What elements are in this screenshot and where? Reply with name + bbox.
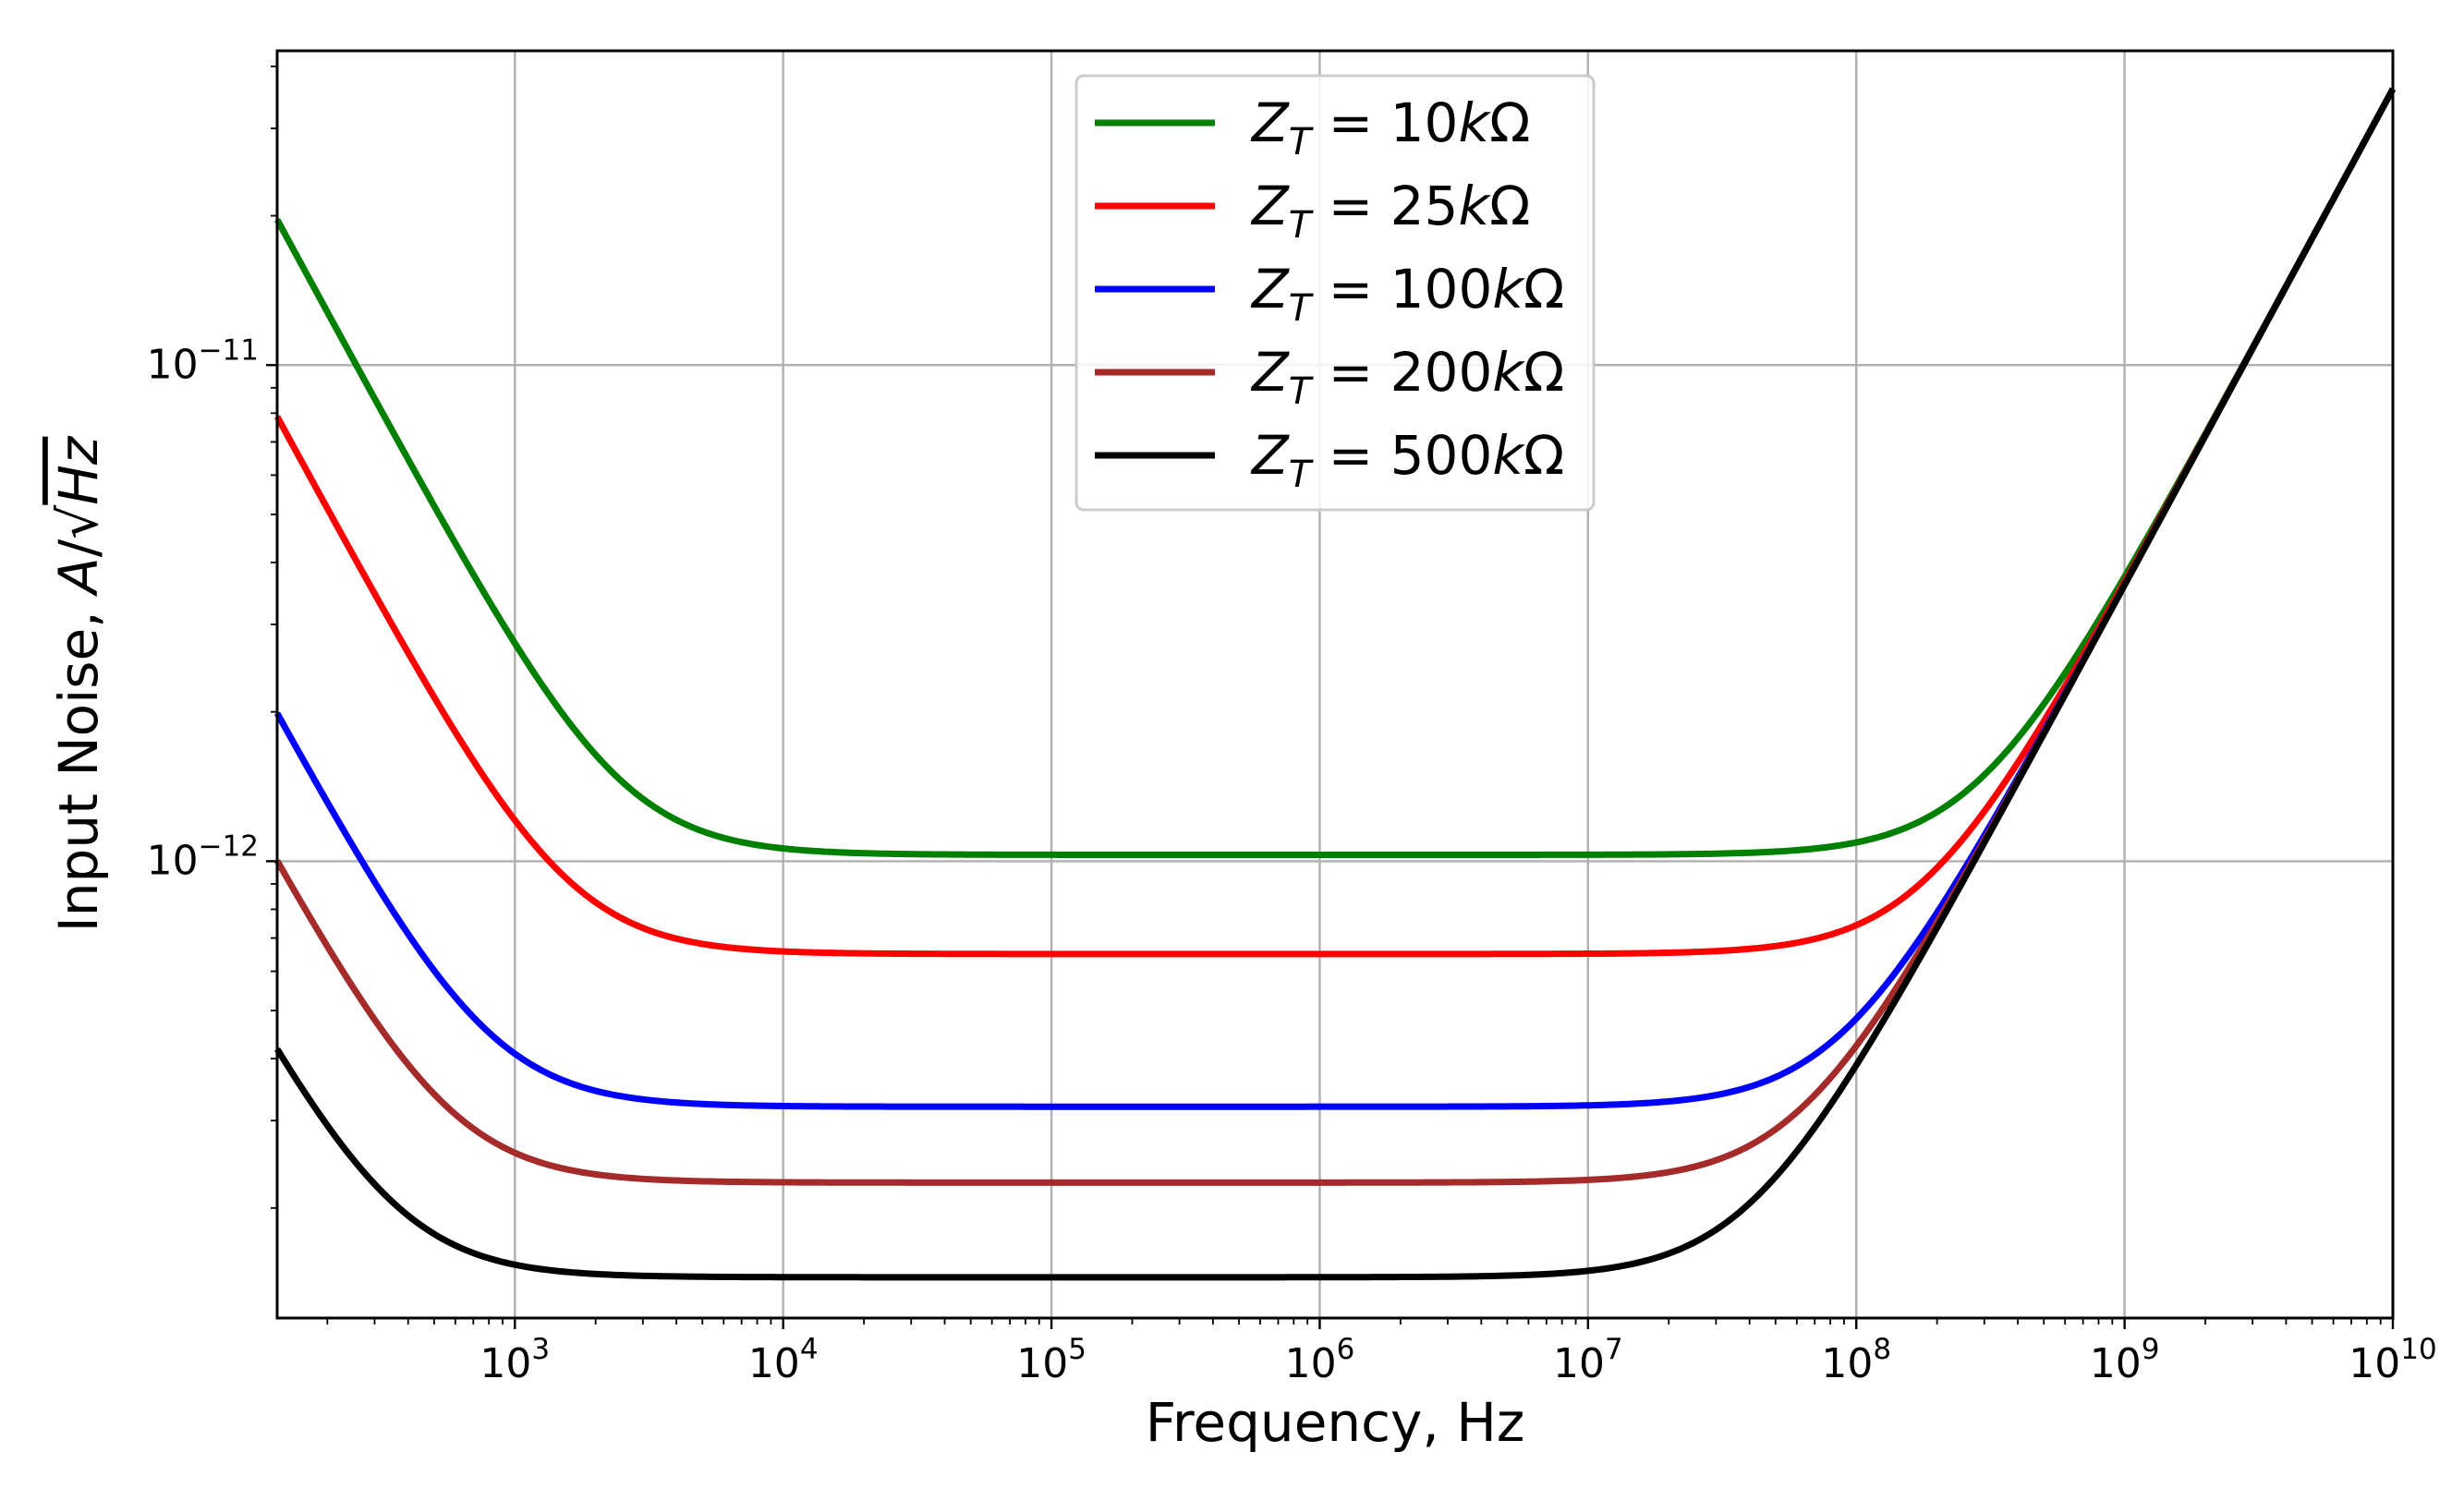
series-line (273, 87, 2397, 958)
x-tick-label: 105 (1016, 1333, 1086, 1387)
x-tick-label-base: 10 (748, 1340, 800, 1387)
x-tick-label-exponent: 5 (1068, 1333, 1086, 1366)
x-tick-label-exponent: 9 (2142, 1333, 2160, 1366)
legend-label-equals: = (1311, 424, 1390, 487)
y-tick-label-exponent: −12 (199, 829, 259, 863)
x-tick-label: 107 (1553, 1333, 1623, 1387)
legend-label-value: 100 (1390, 258, 1493, 321)
x-tick-label-base: 10 (2090, 1340, 2142, 1387)
x-tick-label-base: 10 (1285, 1340, 1337, 1387)
legend-label: ZT = 100kΩ (1250, 258, 1564, 330)
legend-label-value: 25 (1390, 175, 1459, 237)
legend-label-subscript: T (1289, 370, 1315, 413)
legend-label-equals: = (1311, 91, 1390, 154)
y-axis-unit-a: A (47, 557, 110, 598)
legend-label-prefix: k (1492, 424, 1525, 487)
legend-label-subscript: T (1289, 121, 1315, 163)
x-tick-label: 106 (1285, 1333, 1355, 1387)
y-axis-title: Input Noise, A/√Hz (47, 435, 110, 932)
x-tick-label: 103 (479, 1333, 550, 1387)
legend-label-value: 200 (1390, 341, 1493, 404)
legend-label-unit: Ω (1523, 341, 1564, 404)
legend-label-equals: = (1311, 258, 1390, 321)
legend-label: ZT = 10kΩ (1250, 91, 1530, 163)
x-tick-label-exponent: 8 (1873, 1333, 1891, 1366)
series-lines (273, 87, 2397, 1281)
y-axis-unit-slash: / (47, 538, 110, 557)
legend-label-prefix: k (1458, 91, 1491, 154)
legend-label-unit: Ω (1489, 175, 1530, 237)
x-tick-label-exponent: 6 (1337, 1333, 1355, 1366)
x-tick-label: 108 (1821, 1333, 1891, 1387)
x-tick-label-base: 10 (2349, 1340, 2400, 1387)
series-line (274, 87, 2397, 1281)
y-axis-title-text: Input Noise, (47, 594, 110, 932)
legend-label-prefix: k (1458, 175, 1491, 237)
legend-label: ZT = 200kΩ (1250, 341, 1564, 413)
x-tick-label-base: 10 (1553, 1340, 1605, 1387)
y-tick-label: 10−11 (147, 333, 259, 388)
x-tick-label-exponent: 10 (2400, 1333, 2436, 1366)
x-tick-label-base: 10 (1821, 1340, 1873, 1387)
x-tick-label: 109 (2090, 1333, 2160, 1387)
y-tick-label-base: 10 (147, 341, 199, 388)
legend-label-subscript: T (1289, 454, 1315, 496)
y-axis-unit-hz: Hz (47, 435, 110, 505)
y-tick-label-exponent: −11 (199, 333, 259, 367)
ticks (266, 65, 2395, 1329)
plot-frame (275, 49, 2395, 1320)
x-tick-label: 1010 (2349, 1333, 2436, 1387)
legend-label-equals: = (1311, 341, 1390, 404)
legend-label: ZT = 25kΩ (1250, 175, 1530, 247)
x-tick-label-base: 10 (479, 1340, 531, 1387)
legend-label-symbol: Z (1250, 258, 1290, 321)
legend-label-subscript: T (1289, 287, 1315, 330)
x-tick-label-exponent: 7 (1605, 1333, 1623, 1366)
legend-box (1074, 74, 1596, 512)
legend-label-subscript: T (1289, 204, 1315, 247)
legend-label-unit: Ω (1523, 424, 1564, 487)
y-axis-title-group: Input Noise, A/√Hz (47, 435, 110, 932)
legend-label-unit: Ω (1489, 91, 1530, 154)
x-tick-label-exponent: 3 (531, 1333, 550, 1366)
legend-label-symbol: Z (1250, 175, 1290, 237)
legend-label-equals: = (1311, 175, 1390, 237)
x-axis-title: Frequency, Hz (1146, 1391, 1525, 1454)
legend-label-symbol: Z (1250, 424, 1290, 487)
legend-label-value: 10 (1390, 91, 1459, 154)
legend-label-value: 500 (1390, 424, 1493, 487)
y-axis-unit-sqrt: √ (47, 505, 110, 539)
legend-label: ZT = 500kΩ (1250, 424, 1564, 496)
x-tick-label: 104 (748, 1333, 819, 1387)
legend-label-symbol: Z (1250, 91, 1290, 154)
legend-label-symbol: Z (1250, 341, 1290, 404)
legend-label-unit: Ω (1523, 258, 1564, 321)
y-tick-label: 10−12 (147, 829, 259, 884)
legend-label-prefix: k (1492, 341, 1525, 404)
x-tick-label-exponent: 4 (800, 1333, 819, 1366)
y-tick-label-base: 10 (147, 837, 199, 884)
x-tick-label-base: 10 (1016, 1340, 1068, 1387)
legend-label-prefix: k (1492, 258, 1525, 321)
series-line (273, 87, 2397, 858)
